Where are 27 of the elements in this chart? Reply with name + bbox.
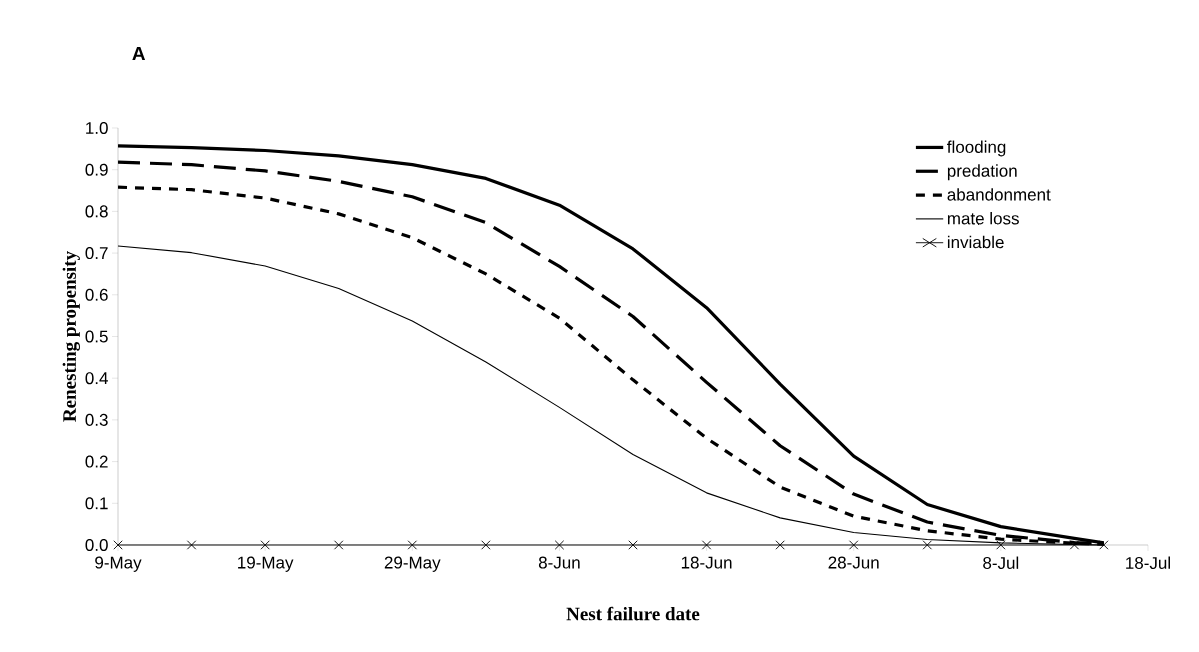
x-tick-label: 8-Jun (538, 556, 580, 569)
y-tick-label: 0.8 (85, 205, 108, 218)
x-tick-label: 8-Jul (983, 556, 1019, 570)
legend-label: inviable (947, 235, 1004, 249)
y-tick-label: 0.0 (85, 538, 108, 552)
x-tick-label: 28-Jun (828, 556, 879, 569)
y-tick-label: 0.1 (85, 497, 108, 510)
x-tick-label: 9-May (95, 556, 142, 572)
y-tick-label: 0.4 (85, 372, 108, 385)
legend-label: mate loss (947, 211, 1019, 225)
x-tick-label: 29-May (384, 556, 441, 572)
y-tick-label: 0.5 (85, 330, 108, 343)
y-tick-label: 0.9 (85, 163, 108, 176)
x-tick-label: 18-Jun (681, 556, 732, 569)
y-tick-label: 0.3 (85, 413, 108, 426)
y-tick-label: 0.6 (85, 288, 108, 301)
y-tick-label: 0.2 (85, 455, 108, 468)
x-tick-label: 18-Jul (1126, 556, 1170, 570)
chart-title: A (132, 47, 146, 61)
x-tick-label: 19-May (238, 556, 294, 572)
legend-label: abandonment (947, 188, 1051, 201)
y-axis-title: Renesting propensity (62, 251, 80, 422)
legend-label: flooding (947, 140, 1006, 157)
legend-label: predation (947, 164, 1017, 181)
x-axis-title: Nest failure date (566, 606, 700, 621)
y-tick-label: 0.7 (85, 247, 108, 260)
y-tick-label: 1.0 (86, 121, 108, 135)
